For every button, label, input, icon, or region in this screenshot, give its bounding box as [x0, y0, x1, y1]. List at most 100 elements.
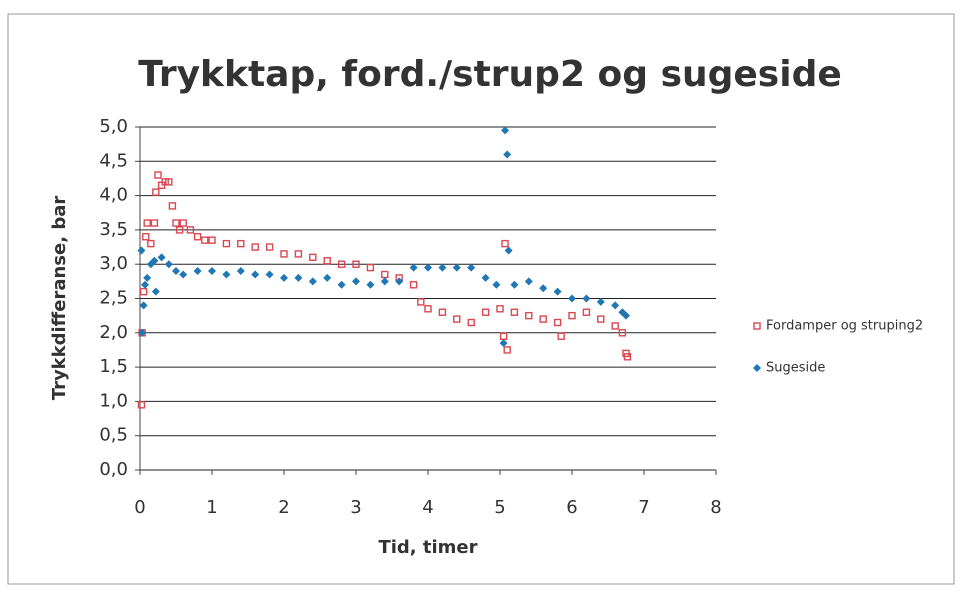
point: [366, 280, 375, 289]
point: [222, 239, 231, 248]
point: [366, 263, 375, 272]
point: [611, 322, 619, 330]
point: [503, 150, 512, 159]
point: [596, 297, 605, 306]
y-tick-label: 2,0: [99, 322, 128, 343]
point: [492, 280, 501, 289]
point: [501, 239, 509, 248]
point: [525, 311, 533, 320]
point: [150, 256, 159, 265]
point: [568, 294, 576, 303]
point: [208, 267, 216, 276]
point: [618, 329, 627, 337]
point: [186, 226, 195, 234]
point: [172, 219, 180, 227]
point: [157, 253, 166, 262]
point: [611, 301, 620, 310]
point: [172, 267, 180, 276]
point: [539, 284, 548, 293]
point: [467, 263, 476, 272]
y-tick-label: 3,5: [99, 219, 128, 240]
point: [524, 277, 533, 286]
point: [168, 202, 177, 210]
x-tick-label: 5: [494, 497, 505, 518]
point: [337, 260, 346, 268]
x-tick-label: 0: [134, 497, 145, 518]
point: [201, 236, 209, 244]
legend-label: Sugeside: [766, 361, 825, 376]
x-tick-label: 1: [206, 497, 217, 518]
y-tick-label: 0,5: [99, 425, 128, 446]
point: [137, 246, 146, 255]
point: [510, 280, 519, 289]
point: [308, 277, 317, 286]
point: [553, 287, 562, 296]
point: [323, 273, 332, 282]
point: [151, 287, 160, 296]
point: [504, 246, 513, 255]
point: [453, 315, 461, 323]
point: [622, 311, 630, 320]
y-tick-label: 1,5: [99, 356, 128, 377]
point: [251, 270, 260, 279]
point: [139, 301, 148, 310]
point: [597, 315, 605, 323]
point: [496, 305, 504, 313]
chart-title: Trykktap, ford./strup2 og sugeside: [138, 54, 842, 95]
y-tick-label: 4,5: [99, 150, 128, 171]
point: [438, 308, 447, 316]
point: [164, 260, 173, 269]
point: [503, 346, 511, 354]
point: [165, 178, 173, 186]
point: [417, 298, 425, 306]
legend-label: Fordamper og struping2: [766, 319, 923, 334]
point: [481, 273, 490, 282]
point: [150, 219, 159, 227]
point: [352, 277, 360, 286]
point: [175, 226, 184, 234]
point: [143, 219, 151, 227]
point: [499, 339, 508, 348]
y-tick-label: 4,0: [99, 185, 128, 206]
point: [280, 273, 288, 282]
point: [568, 311, 576, 320]
point: [222, 270, 231, 279]
point: [152, 188, 160, 196]
x-axis-label: Tid, timer: [378, 537, 477, 558]
point: [323, 257, 331, 265]
point: [137, 401, 146, 409]
x-tick-label: 4: [422, 497, 433, 518]
point: [623, 353, 632, 361]
x-tick-label: 6: [566, 497, 577, 518]
point: [510, 308, 519, 316]
point: [424, 305, 432, 313]
point: [143, 273, 152, 282]
point: [142, 233, 150, 241]
legend-marker: [753, 322, 761, 330]
y-axis-label: Trykkdifferanse, bar: [49, 196, 70, 401]
x-tick-label: 7: [638, 497, 649, 518]
y-tick-label: 0,0: [99, 459, 128, 480]
point: [409, 281, 418, 289]
point: [265, 243, 274, 251]
point: [179, 219, 187, 227]
point: [139, 287, 148, 296]
y-tick-label: 5,0: [99, 116, 128, 137]
point: [236, 267, 245, 276]
point: [193, 267, 202, 276]
point: [553, 318, 562, 327]
point: [141, 280, 150, 289]
point: [481, 308, 490, 316]
y-tick-label: 1,0: [99, 390, 128, 411]
point: [179, 270, 188, 279]
y-tick-label: 3,0: [99, 253, 128, 274]
point: [438, 263, 447, 272]
y-tick-label: 2,5: [99, 288, 128, 309]
point: [380, 277, 389, 286]
point: [251, 243, 259, 251]
point: [424, 263, 432, 272]
point: [193, 233, 202, 241]
x-tick-label: 8: [710, 497, 721, 518]
point: [582, 294, 591, 303]
